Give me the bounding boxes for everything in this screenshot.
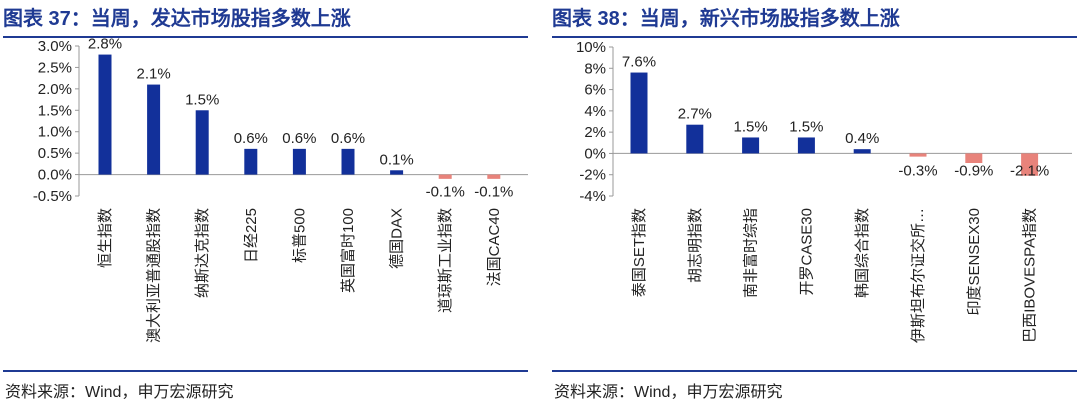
bar [390,170,404,175]
y-tick-label: 2% [584,124,606,141]
data-label: 1.5% [185,91,219,108]
category-label: 澳大利亚普通股指数 [146,208,163,343]
bar [686,124,704,154]
y-tick-label: 3.0% [38,38,72,55]
bar [244,148,258,175]
category-label: 纳斯达克指数 [194,208,211,298]
source-rule [3,370,528,372]
bar [630,72,648,154]
title-rule [552,36,1077,38]
data-label: 7.6% [622,54,656,71]
y-tick-label: -0.5% [33,188,72,205]
data-label: 2.7% [678,106,712,123]
bar [742,137,760,154]
y-tick-label: 2.0% [38,81,72,98]
bar [195,110,209,175]
category-label: 标普500 [291,208,308,263]
data-label: -0.1% [474,184,513,201]
category-label: 法国CAC40 [486,208,503,286]
category-label: 泰国SET指数 [631,208,648,297]
category-label: 伊斯坦布尔证交所… [909,208,927,343]
category-label: 德国DAX [388,208,406,269]
data-label: 2.1% [136,66,170,83]
bar [853,149,871,154]
category-label: 韩国综合指数 [854,208,871,298]
category-label: 印度SENSEX30 [966,208,983,316]
y-tick-label: 1.0% [38,124,72,141]
data-label: 0.6% [331,130,365,147]
y-tick-label: 4% [584,103,606,120]
data-label: 1.5% [789,118,823,135]
data-label: 0.6% [282,130,316,147]
category-label: 英国富时100 [339,208,357,293]
chart-panel-emerging: 图表 38：当周，新兴市场股指多数上涨 10% 8% 6% 4% 2% 0% -2% -4% 7… [552,0,1077,406]
data-label: -0.1% [426,184,465,201]
data-label: 1.5% [733,118,767,135]
y-tick-label: 8% [584,60,606,77]
bar [797,137,815,154]
bar-chart-developed-markets: 3.0% 2.5% 2.0% 1.5% 1.0% 0.5% 0.0% -0.5% 2.8% 恒生指… [33,38,528,343]
y-tick-label: 0.5% [38,145,72,162]
category-label: 巴西IBOVESPA指数 [1022,208,1039,343]
chart-title: 图表 38：当周，新兴市场股指多数上涨 [552,8,900,30]
category-label: 胡志明指数 [687,208,704,283]
data-label: 0.6% [234,130,268,147]
category-label: 道琼斯工业指数 [437,208,454,313]
title-rule [3,36,528,38]
bar [341,148,355,175]
y-tick-label: 0% [584,145,606,162]
bar [487,174,501,179]
chart-title: 图表 37：当周，发达市场股指多数上涨 [3,8,351,30]
bar [147,84,161,175]
y-tick-label: 0.0% [38,167,72,184]
bar-chart-emerging-markets: 10% 8% 6% 4% 2% 0% -2% -4% 7.6% 泰国SET指数 2.7% 胡志明指数 1… [576,39,1072,343]
data-label: 2.8% [88,38,122,53]
category-label: 恒生指数 [97,208,114,268]
bar [909,153,927,157]
y-tick-label: -2% [579,167,606,184]
source-note: 资料来源：Wind，申万宏源研究 [5,384,234,401]
bar [292,148,306,175]
chart-panel-developed: 图表 37：当周，发达市场股指多数上涨 3.0% 2.5% 2.0% 1.5% 1.0%… [3,0,528,406]
bar [438,174,452,179]
source-note: 资料来源：Wind，申万宏源研究 [554,384,783,401]
data-label: 0.1% [379,151,413,168]
category-label: 日经225 [243,208,260,263]
source-rule [552,370,1077,372]
bar [1021,153,1039,176]
category-label: 南非富时综指 [742,208,760,298]
bar [98,54,112,175]
data-label: -0.9% [954,162,993,179]
y-tick-label: 2.5% [38,59,72,76]
category-label: 开罗CASE30 [798,208,815,296]
data-label: 0.4% [845,130,879,147]
y-tick-label: 10% [576,39,606,56]
y-tick-label: -4% [579,188,606,205]
y-tick-label: 6% [584,82,606,99]
y-tick-label: 1.5% [38,102,72,119]
data-label: -0.3% [898,162,937,179]
data-label: -2.1% [1010,162,1049,179]
bar [965,153,983,164]
